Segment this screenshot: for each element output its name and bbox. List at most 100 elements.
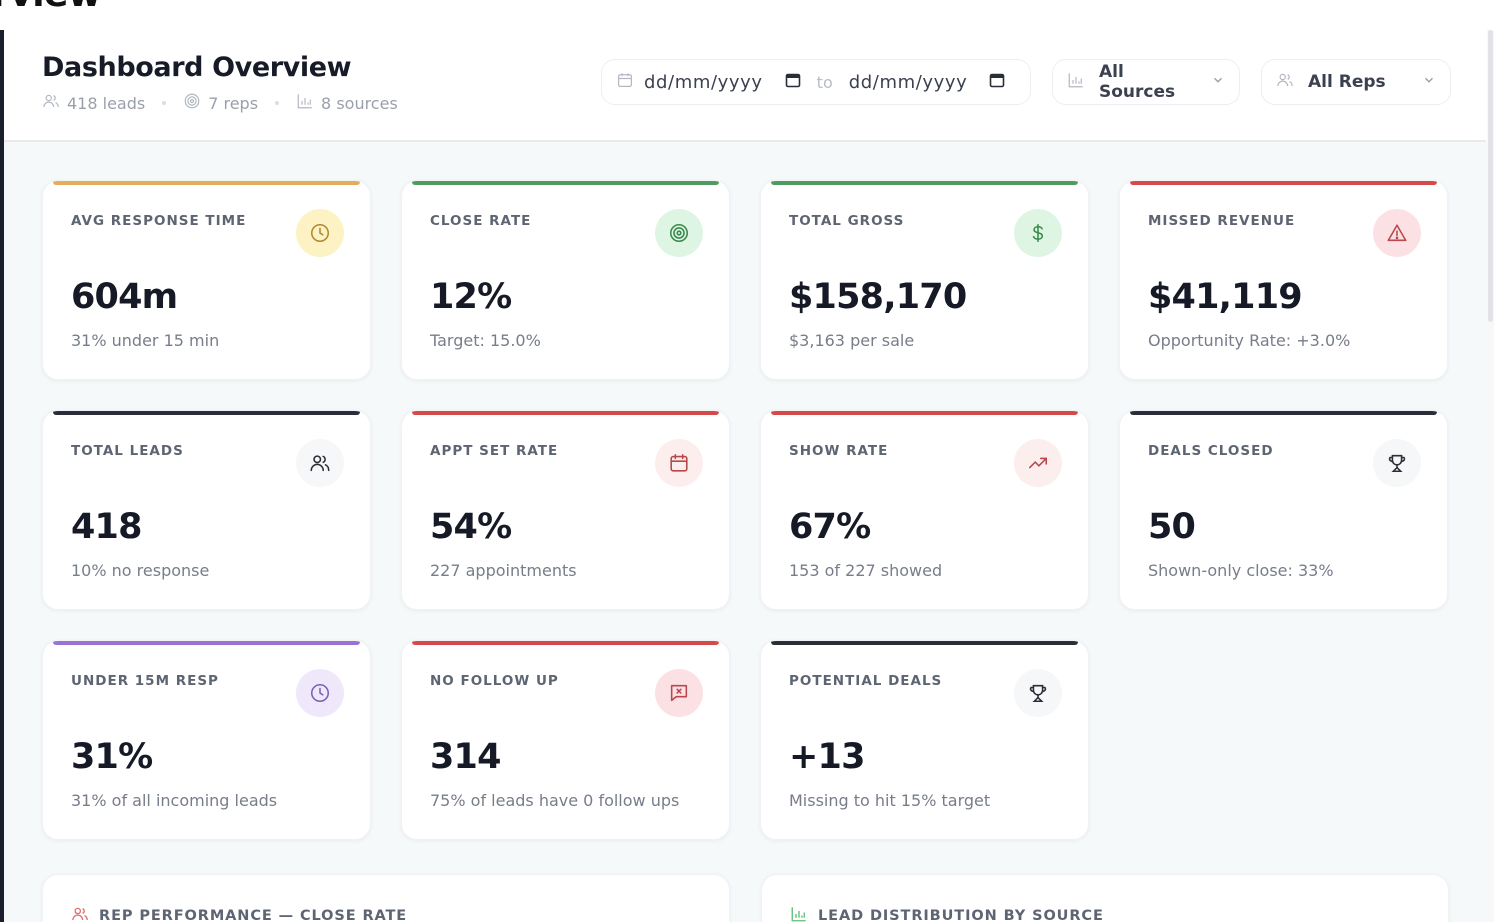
kpi-value: 50 [1148, 507, 1196, 547]
kpi-label: TOTAL LEADS [71, 443, 184, 459]
chevron-down-icon [1422, 72, 1436, 92]
kpi-subtext: Target: 15.0% [430, 331, 541, 350]
trending-up-icon [1014, 439, 1062, 487]
trophy-icon [1373, 439, 1421, 487]
meta-leads: 418 leads [42, 92, 145, 114]
kpi-subtext: 10% no response [71, 561, 210, 580]
kpi-label: NO FOLLOW UP [430, 673, 559, 689]
kpi-value: 604m [71, 277, 178, 317]
kpi-subtext: 227 appointments [430, 561, 577, 580]
kpi-value: +13 [789, 737, 865, 777]
kpi-card-show-rate[interactable]: SHOW RATE 67% 153 of 227 showed [760, 410, 1089, 610]
clipped-page-heading: rview [0, 0, 101, 15]
kpi-value: 54% [430, 507, 512, 547]
rep-filter-value: All Reps [1308, 72, 1386, 92]
kpi-subtext: 31% of all incoming leads [71, 791, 278, 810]
kpi-card-missed-revenue[interactable]: MISSED REVENUE $41,119 Opportunity Rate: +… [1119, 180, 1448, 380]
panel-title: REP PERFORMANCE — CLOSE RATE [99, 908, 408, 922]
kpi-label: TOTAL GROSS [789, 213, 905, 229]
kpi-card-potential-deals[interactable]: POTENTIAL DEALS +13 Missing to hit 15% tar… [760, 640, 1089, 840]
card-accent-bar [53, 181, 360, 185]
kpi-card-deals-closed[interactable]: DEALS CLOSED 50 Shown-only close: 33% [1119, 410, 1448, 610]
rep-filter-select[interactable]: All Reps [1261, 59, 1451, 105]
kpi-value: 418 [71, 507, 142, 547]
kpi-value: 67% [789, 507, 871, 547]
kpi-label: CLOSE RATE [430, 213, 532, 229]
card-accent-bar [53, 641, 360, 645]
source-filter-select[interactable]: All Sources [1052, 59, 1240, 105]
card-accent-bar [412, 181, 719, 185]
kpi-subtext: Shown-only close: 33% [1148, 561, 1334, 580]
dashboard-content: AVG RESPONSE TIME 604m 31% under 15 min CLO… [4, 142, 1487, 922]
kpi-subtext: 31% under 15 min [71, 331, 220, 350]
rep-performance-panel: REP PERFORMANCE — CLOSE RATE [42, 874, 730, 922]
kpi-label: DEALS CLOSED [1148, 443, 1274, 459]
source-filter-value: All Sources [1099, 62, 1176, 102]
clock-icon [296, 209, 344, 257]
vertical-scrollbar[interactable] [1487, 30, 1494, 922]
dollar-icon [1014, 209, 1062, 257]
card-accent-bar [412, 641, 719, 645]
date-range-filter: dd/mm/yyyy to dd/mm/yyyy [601, 59, 1031, 105]
message-x-icon [655, 669, 703, 717]
kpi-card-avg-response-time[interactable]: AVG RESPONSE TIME 604m 31% under 15 min [42, 180, 371, 380]
trophy-icon [1014, 669, 1062, 717]
clock-icon [296, 669, 344, 717]
meta-sources-text: 8 sources [321, 93, 398, 113]
card-accent-bar [1130, 411, 1437, 415]
kpi-subtext: Missing to hit 15% target [789, 791, 991, 810]
kpi-card-total-gross[interactable]: TOTAL GROSS $158,170 $3,163 per sale [760, 180, 1089, 380]
scrollbar-thumb[interactable] [1488, 30, 1493, 322]
kpi-value: 31% [71, 737, 153, 777]
kpi-value: $158,170 [789, 277, 967, 317]
kpi-label: AVG RESPONSE TIME [71, 213, 247, 229]
sidebar-edge [0, 30, 4, 922]
panel-title: LEAD DISTRIBUTION BY SOURCE [818, 908, 1104, 922]
calendar-icon [616, 71, 634, 94]
users-icon [296, 439, 344, 487]
kpi-card-close-rate[interactable]: CLOSE RATE 12% Target: 15.0% [401, 180, 730, 380]
kpi-card-appt-set-rate[interactable]: APPT SET RATE 54% 227 appointments [401, 410, 730, 610]
kpi-subtext: Opportunity Rate: +3.0% [1148, 331, 1351, 350]
kpi-subtext: $3,163 per sale [789, 331, 915, 350]
date-to-input[interactable]: dd/mm/yyyy [849, 72, 1006, 93]
date-picker-icon[interactable] [989, 72, 1005, 93]
kpi-subtext: 153 of 227 showed [789, 561, 943, 580]
separator-dot [275, 101, 280, 105]
date-from-input[interactable]: dd/mm/yyyy [644, 72, 801, 93]
card-accent-bar [1130, 181, 1437, 185]
kpi-card-total-leads[interactable]: TOTAL LEADS 418 10% no response [42, 410, 371, 610]
meta-reps-text: 7 reps [208, 93, 259, 113]
target-icon [655, 209, 703, 257]
target-icon [183, 92, 201, 114]
bar-chart-icon [1067, 71, 1085, 94]
bar-chart-icon [790, 905, 808, 922]
kpi-label: SHOW RATE [789, 443, 889, 459]
kpi-value: 12% [430, 277, 512, 317]
lead-distribution-panel: LEAD DISTRIBUTION BY SOURCE [761, 874, 1449, 922]
kpi-grid: AVG RESPONSE TIME 604m 31% under 15 min CLO… [42, 180, 1448, 840]
meta-sources: 8 sources [296, 92, 398, 114]
card-accent-bar [771, 411, 1078, 415]
kpi-card-under-15m-resp[interactable]: UNDER 15M RESP 31% 31% of all incoming lea… [42, 640, 371, 840]
meta-reps: 7 reps [183, 92, 258, 114]
users-icon [1276, 71, 1294, 94]
calendar-icon [655, 439, 703, 487]
dashboard-header: Dashboard Overview 418 leads 7 reps 8 so… [4, 30, 1486, 142]
meta-leads-text: 418 leads [67, 93, 146, 113]
page-title: Dashboard Overview [42, 52, 352, 83]
date-from-placeholder: dd/mm/yyyy [644, 71, 763, 93]
kpi-value: 314 [430, 737, 501, 777]
users-icon [42, 92, 60, 114]
date-separator: to [816, 72, 833, 92]
kpi-label: MISSED REVENUE [1148, 213, 1296, 229]
kpi-card-no-follow-up[interactable]: NO FOLLOW UP 314 75% of leads have 0 follo… [401, 640, 730, 840]
kpi-value: $41,119 [1148, 277, 1303, 317]
kpi-subtext: 75% of leads have 0 follow ups [430, 791, 680, 810]
date-to-placeholder: dd/mm/yyyy [848, 71, 968, 93]
card-accent-bar [771, 641, 1078, 645]
chevron-down-icon [1211, 72, 1225, 92]
separator-dot [162, 101, 167, 105]
date-picker-icon[interactable] [785, 72, 801, 93]
card-accent-bar [771, 181, 1078, 185]
